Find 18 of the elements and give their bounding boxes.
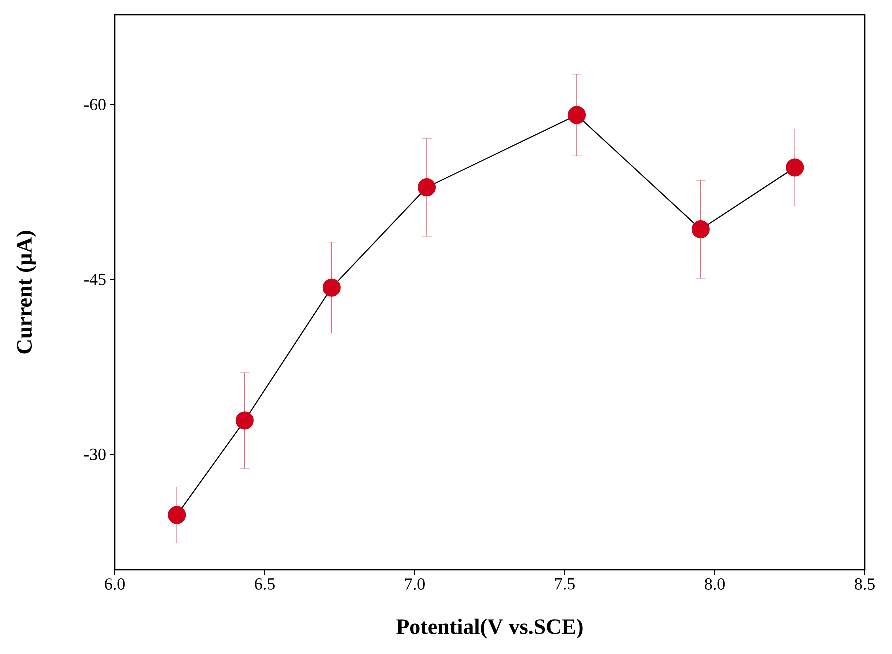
x-axis-title: Potential(V vs.SCE) bbox=[396, 618, 583, 639]
y-tick-label: -60 bbox=[84, 99, 106, 111]
y-axis-title: Current (μA) bbox=[16, 231, 36, 354]
point bbox=[168, 506, 186, 524]
point bbox=[418, 178, 436, 197]
point bbox=[322, 278, 341, 297]
x-tick-label: 6.0 bbox=[105, 578, 125, 590]
x-tick-label: 7.0 bbox=[406, 578, 425, 590]
x-tick-label: 6.5 bbox=[255, 578, 275, 590]
y-tick-label: -45 bbox=[84, 274, 106, 286]
y-tick-label: -30 bbox=[84, 448, 106, 460]
point bbox=[786, 158, 804, 177]
point bbox=[236, 412, 254, 430]
point bbox=[692, 220, 710, 239]
x-tick-label: 8.5 bbox=[855, 578, 875, 590]
x-tick-label: 7.5 bbox=[556, 578, 575, 590]
x-tick-label: 8.0 bbox=[705, 578, 725, 590]
point bbox=[568, 106, 586, 124]
